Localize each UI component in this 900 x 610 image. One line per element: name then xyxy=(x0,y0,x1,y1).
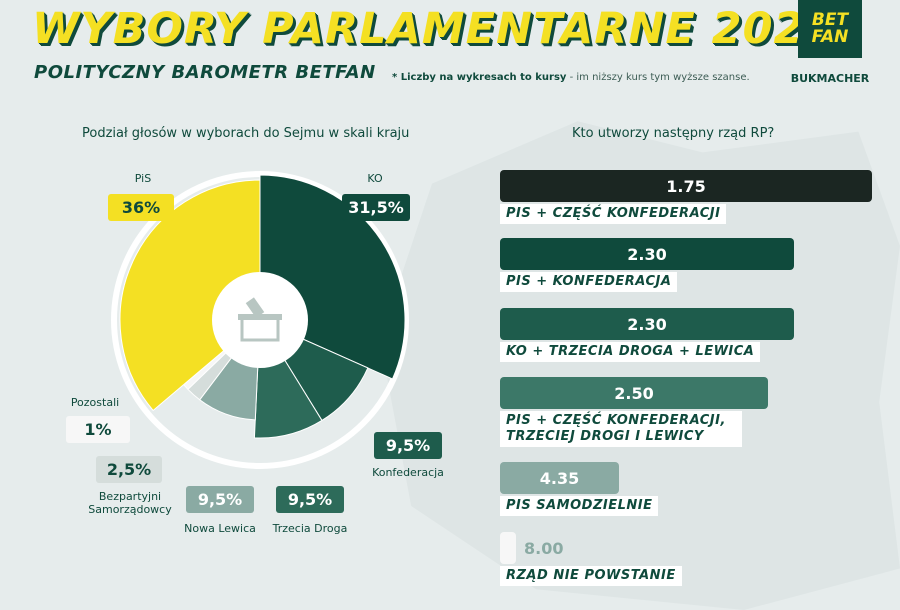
pie-label-pis: PiS xyxy=(134,172,152,185)
bar-value-1: 1.75 xyxy=(666,176,706,196)
pie-value-konfederacja: 9,5% xyxy=(374,432,442,459)
bar-chart-title: Kto utworzy następny rząd RP? xyxy=(572,126,775,141)
bar-row-5: 4.35 PIS SAMODZIELNIE xyxy=(500,462,659,516)
bar-6: 8.00 xyxy=(500,532,563,564)
bar-label-3: KO + TRZECIA DROGA + LEWICA xyxy=(500,342,761,362)
pie-label-ko: KO xyxy=(367,172,383,185)
pie-chart-title: Podział głosów w wyborach do Sejmu w ska… xyxy=(82,126,410,141)
bar-label-6: RZĄD NIE POWSTANIE xyxy=(500,566,682,586)
pie-label-pozostali: Pozostali xyxy=(70,396,120,409)
pie-value-trzecia-droga: 9,5% xyxy=(276,486,344,513)
pie-label-konfederacja: Konfederacja xyxy=(372,466,444,479)
pie-value-nowa-lewica: 9,5% xyxy=(186,486,254,513)
pie-value-bezpartyjni: 2,5% xyxy=(96,456,162,483)
bar-2: 2.30 xyxy=(500,238,794,270)
pie-label-trzecia-droga: Trzecia Droga xyxy=(272,522,348,535)
odds-note: * Liczby na wykresach to kursy - im niżs… xyxy=(392,72,750,83)
odds-note-rest: - im niższy kurs tym wyższe szanse. xyxy=(566,72,750,83)
odds-note-bold: * Liczby na wykresach to kursy xyxy=(392,72,567,83)
bar-value-2: 2.30 xyxy=(627,244,667,264)
bar-value-6: 8.00 xyxy=(524,538,564,558)
bar-row-4: 2.50 PIS + CZĘŚĆ KONFEDERACJI, TRZECIEJ … xyxy=(500,377,768,447)
ballot-box-icon xyxy=(238,297,282,342)
page-title: WYBORY PARLAMENTARNE 2023 xyxy=(32,4,836,54)
bar-row-6: 8.00 RZĄD NIE POWSTANIE xyxy=(500,532,682,586)
bar-label-1: PIS + CZĘŚĆ KONFEDERACJI xyxy=(500,204,727,224)
betfan-logo: BET FAN xyxy=(798,0,862,58)
bar-label-4: PIS + CZĘŚĆ KONFEDERACJI, TRZECIEJ DROGI… xyxy=(500,411,742,447)
bar-3: 2.30 xyxy=(500,308,794,340)
pie-slice-pis xyxy=(119,179,261,412)
pie-label-nowa-lewica: Nowa Lewica xyxy=(184,522,256,535)
map-background xyxy=(380,121,900,610)
logo-caption: BUKMACHER xyxy=(790,72,870,85)
bar-1: 1.75 xyxy=(500,170,872,202)
bar-value-5: 4.35 xyxy=(539,468,580,488)
bar-label-2: PIS + KONFEDERACJA xyxy=(500,272,678,292)
logo-line-1: BET xyxy=(811,10,849,30)
bar-row-3: 2.30 KO + TRZECIA DROGA + LEWICA xyxy=(500,308,794,362)
pie-value-ko: 31,5% xyxy=(342,194,410,221)
page-subtitle: POLITYCZNY BAROMETR BETFAN xyxy=(34,62,376,83)
pie-chart xyxy=(111,171,409,469)
pie-value-pis: 36% xyxy=(108,194,174,221)
bar-value-3: 2.30 xyxy=(627,314,667,334)
bar-5: 4.35 xyxy=(500,462,619,494)
bar-value-4: 2.50 xyxy=(614,383,654,403)
bar-row-2: 2.30 PIS + KONFEDERACJA xyxy=(500,238,794,292)
bar-label-5: PIS SAMODZIELNIE xyxy=(500,496,659,516)
pie-outer-ring xyxy=(111,171,409,469)
pie-label-bezpartyjni: Bezpartyjni Samorządowcy xyxy=(88,490,172,516)
bar-row-1: 1.75 PIS + CZĘŚĆ KONFEDERACJI xyxy=(500,170,872,224)
logo-line-2: FAN xyxy=(811,27,849,47)
pie-value-pozostali: 1% xyxy=(66,416,130,443)
bar-4: 2.50 xyxy=(500,377,768,409)
